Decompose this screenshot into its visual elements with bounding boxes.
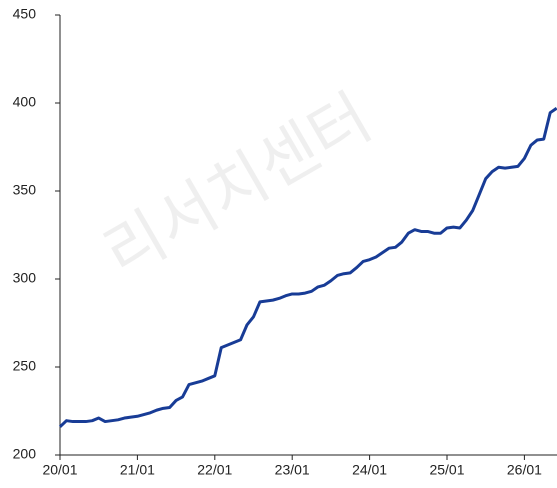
y-tick-label: 250 bbox=[13, 358, 37, 374]
x-tick-label: 22/01 bbox=[197, 462, 232, 478]
y-tick-label: 350 bbox=[13, 182, 37, 198]
y-tick-label: 300 bbox=[13, 270, 37, 286]
x-tick-label: 21/01 bbox=[120, 462, 155, 478]
y-tick-label: 450 bbox=[13, 6, 37, 22]
x-tick-label: 24/01 bbox=[352, 462, 387, 478]
y-tick-label: 400 bbox=[13, 94, 37, 110]
line-series bbox=[58, 107, 557, 428]
watermark: 리서치센터 bbox=[92, 81, 383, 291]
x-tick-label: 23/01 bbox=[275, 462, 310, 478]
x-tick-label: 20/01 bbox=[42, 462, 77, 478]
x-tick-label: 25/01 bbox=[429, 462, 464, 478]
y-tick-label: 200 bbox=[13, 446, 37, 462]
x-tick-label: 26/01 bbox=[507, 462, 542, 478]
